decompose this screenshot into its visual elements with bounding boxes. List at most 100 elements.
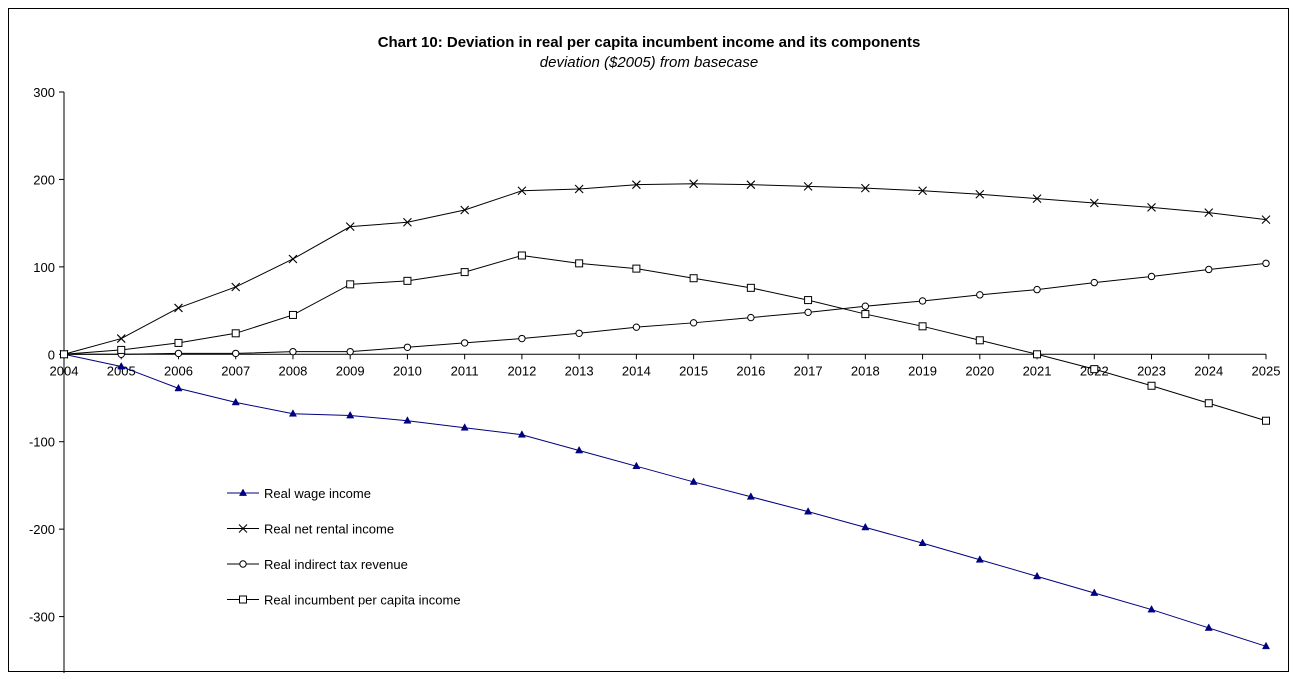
marker-stroke: [288, 254, 298, 264]
data-point: [1204, 399, 1213, 408]
marker-stroke: [1032, 194, 1042, 204]
data-point: [861, 522, 870, 531]
marker-stroke: [174, 303, 183, 313]
data-point: [1032, 194, 1042, 204]
x-tick-label: 2020: [965, 363, 994, 378]
data-point: [575, 329, 583, 338]
data-point: [517, 186, 527, 196]
data-point: [804, 296, 813, 305]
x-tick-label: 2019: [908, 363, 937, 378]
data-point: [860, 183, 870, 193]
line-chart: Chart 10: Deviation in real per capita i…: [29, 34, 1281, 673]
x-tick-label: 2015: [679, 363, 708, 378]
data-point: [174, 349, 183, 358]
x-tick-label: 2025: [1252, 363, 1281, 378]
data-point: [345, 222, 355, 232]
data-point: [117, 362, 126, 370]
series-group: [59, 179, 1271, 650]
series-real-wage-income: [59, 349, 1271, 650]
marker-stroke: [1089, 198, 1099, 208]
data-point: [574, 184, 584, 194]
legend-item-real-net-rental-income: Real net rental income: [227, 522, 394, 537]
marker-stroke: [860, 183, 870, 193]
marker-stroke: [574, 184, 584, 194]
data-point: [403, 217, 412, 227]
data-point: [460, 423, 469, 431]
x-tick-label: 2005: [107, 363, 136, 378]
data-point: [632, 264, 641, 273]
series-line: [64, 262, 1267, 355]
x-tick-label: 2006: [164, 363, 193, 378]
x-tick-label: 2004: [50, 363, 79, 378]
data-point: [975, 555, 984, 563]
chart-subtitle: deviation ($2005) from basecase: [540, 54, 758, 71]
marker-stroke: [116, 334, 126, 343]
data-point: [746, 283, 755, 292]
x-tick-label: 2021: [1023, 363, 1052, 378]
x-tick-label: 2008: [278, 363, 307, 378]
series-real-net-rental-income: [59, 179, 1271, 359]
data-point: [231, 397, 240, 406]
data-point: [346, 347, 354, 356]
legend-item-real-indirect-tax-revenue: Real indirect tax revenue: [227, 557, 408, 572]
data-point: [232, 349, 240, 358]
marker-stroke: [1204, 208, 1214, 218]
data-point: [1204, 208, 1214, 218]
y-tick-label: -200: [29, 522, 55, 537]
series-line: [63, 183, 1267, 355]
data-point: [1090, 365, 1099, 374]
marker-stroke: [746, 180, 756, 190]
data-point: [231, 282, 241, 292]
data-point: [1147, 381, 1156, 390]
data-point: [918, 322, 927, 331]
y-tick-label: 200: [33, 172, 55, 187]
data-point: [289, 347, 297, 356]
y-tick-label: -100: [29, 435, 55, 450]
data-point: [575, 445, 584, 454]
data-point: [1033, 350, 1042, 359]
data-point: [231, 329, 240, 338]
x-tick-label: 2012: [507, 363, 536, 378]
data-point: [174, 303, 183, 313]
data-point: [632, 461, 641, 470]
data-point: [861, 302, 870, 310]
legend-marker: [238, 488, 248, 496]
x-tick-label: 2007: [221, 363, 250, 378]
x-tick-label: 2018: [851, 363, 880, 378]
marker-stroke: [1261, 215, 1271, 225]
data-point: [117, 345, 126, 354]
data-point: [1147, 272, 1156, 281]
legend-label: Real wage income: [264, 486, 371, 501]
chart-title: Chart 10: Deviation in real per capita i…: [378, 34, 921, 51]
data-point: [1033, 285, 1041, 294]
marker-stroke: [231, 282, 241, 292]
x-tick-label: 2009: [336, 363, 365, 378]
data-point: [346, 410, 355, 419]
data-point: [288, 310, 297, 319]
marker-stroke: [403, 217, 412, 227]
marker-stroke: [689, 179, 699, 189]
data-point: [632, 323, 641, 331]
data-point: [288, 409, 297, 417]
data-point: [517, 430, 526, 438]
data-point: [1147, 605, 1156, 613]
data-point: [918, 297, 927, 305]
data-point: [746, 492, 755, 500]
data-point: [976, 291, 984, 299]
data-point: [689, 477, 698, 485]
x-tick-label: 2016: [736, 363, 765, 378]
legend-marker: [239, 560, 247, 568]
marker-stroke: [975, 189, 985, 199]
legend-item-real-incumbent-per-capita-income: Real incumbent per capita income: [227, 593, 461, 608]
data-point: [1033, 571, 1042, 580]
data-point: [1261, 641, 1271, 650]
marker-stroke: [918, 186, 927, 196]
data-point: [918, 186, 927, 196]
marker-stroke: [631, 180, 641, 190]
legend-item-real-wage-income: Real wage income: [227, 486, 371, 501]
data-point: [1205, 265, 1213, 274]
x-tick-label: 2024: [1194, 363, 1223, 378]
data-point: [631, 180, 641, 190]
data-point: [174, 383, 183, 392]
y-tick-label: 300: [33, 85, 55, 100]
